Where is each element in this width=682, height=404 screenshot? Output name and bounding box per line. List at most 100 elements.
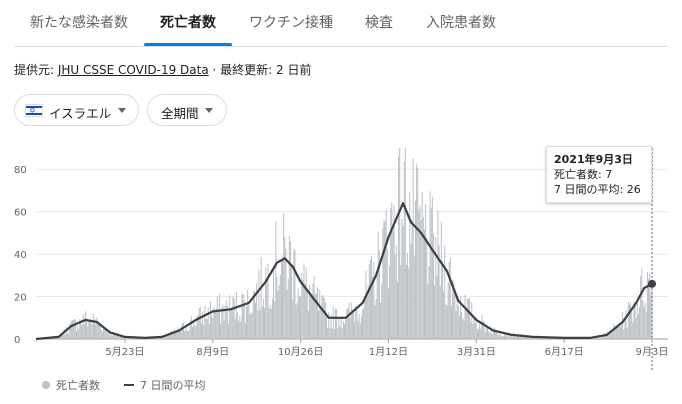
deaths-bar [348,302,350,339]
deaths-bar [407,252,409,339]
deaths-bar [107,331,109,339]
deaths-bar [403,161,405,339]
deaths-bar [204,306,206,339]
tab-new-cases[interactable]: 新たな感染者数 [30,15,128,31]
deaths-bar [309,284,311,339]
deaths-bar [469,298,471,339]
deaths-bar [255,302,257,339]
tooltip-date: 2021年9月3日 [554,153,633,166]
deaths-bar [632,322,634,339]
deaths-bar [265,267,267,339]
deaths-bar [494,329,496,339]
deaths-bar [341,328,343,339]
deaths-bar [234,319,236,339]
deaths-bar [396,281,398,339]
deaths-bar [340,316,342,339]
deaths-bar [231,310,233,339]
deaths-bar [650,293,652,339]
deaths-bar [110,334,112,339]
deaths-bar [98,325,100,339]
deaths-bar [458,315,460,339]
tab-tests[interactable]: 検査 [365,15,393,31]
deaths-bar [598,337,600,339]
deaths-bar [268,308,270,339]
tab-deaths[interactable]: 死亡者数 [160,15,216,31]
deaths-bar [368,264,370,339]
deaths-bar [639,306,641,339]
deaths-bar [421,191,423,339]
deaths-bar [440,221,442,339]
deaths-bar [448,262,450,339]
deaths-bar [470,322,472,339]
source-line: 提供元: JHU CSSE COVID-19 Data · 最終更新: 2 日前 [14,61,311,78]
deaths-bar [428,266,430,339]
deaths-bar [288,235,290,339]
deaths-bar [350,302,352,339]
deaths-bar [635,317,637,339]
deaths-bar [383,220,385,339]
tab-divider [14,46,668,47]
deaths-bar [637,313,639,339]
israel-flag-icon: ✡ [25,104,43,117]
deaths-bar [195,326,197,339]
deaths-bar [353,309,355,339]
deaths-bar [450,305,452,339]
deaths-bar [186,327,188,339]
deaths-bar [471,301,473,339]
deaths-bar [416,163,418,339]
source-prefix: 提供元: [14,63,58,77]
deaths-bar [322,295,324,339]
deaths-bar [170,330,172,339]
deaths-bar [608,333,610,339]
deaths-bar [114,333,116,339]
deaths-bar [241,294,243,339]
country-selector[interactable]: ✡ イスラエル [14,94,139,126]
source-link[interactable]: JHU CSSE COVID-19 Data [57,63,209,77]
tab-vaccination[interactable]: ワクチン接種 [249,15,333,31]
deaths-bar [191,326,193,339]
deaths-bar [426,237,428,339]
deaths-bar [538,337,540,339]
last-updated: 最終更新: 2 日前 [220,63,312,77]
deaths-bar [106,331,108,339]
deaths-bar [363,308,365,339]
deaths-bar [372,276,374,339]
deaths-bar [390,208,392,339]
deaths-bar [481,314,483,339]
deaths-bar [226,306,228,339]
tab-hospitalized[interactable]: 入院患者数 [426,15,496,31]
deaths-bar [296,302,298,339]
deaths-bar [113,331,115,339]
deaths-bar [402,225,404,339]
deaths-bar [630,302,632,339]
deaths-bar [505,335,507,339]
tooltip-deaths: 死亡者数: 7 [554,168,613,181]
y-tick-label: 20 [14,293,27,304]
deaths-bar [624,320,626,339]
deaths-bar [391,202,393,339]
deaths-bar [425,203,427,339]
deaths-bar [385,209,387,339]
period-selector[interactable]: 全期間 [147,94,227,126]
average-line [35,202,653,341]
deaths-bar [243,300,245,339]
deaths-bar [511,336,513,339]
deaths-bar [483,321,485,339]
deaths-bar [506,333,508,339]
deaths-bar [266,282,268,339]
deaths-bar [334,308,336,339]
deaths-bar [123,337,125,339]
deaths-bar [613,324,615,339]
deaths-bar [633,300,635,339]
deaths-bar [482,321,484,339]
deaths-bar [69,324,71,339]
deaths-bar [643,306,645,339]
deaths-bar [410,243,412,339]
deaths-bar [360,316,362,339]
deaths-bar [432,233,434,339]
deaths-bar [446,305,448,339]
deaths-bar [118,335,120,339]
x-tick-label: 6月17日 [545,346,584,358]
deaths-bar [315,293,317,339]
deaths-bar [193,319,195,339]
